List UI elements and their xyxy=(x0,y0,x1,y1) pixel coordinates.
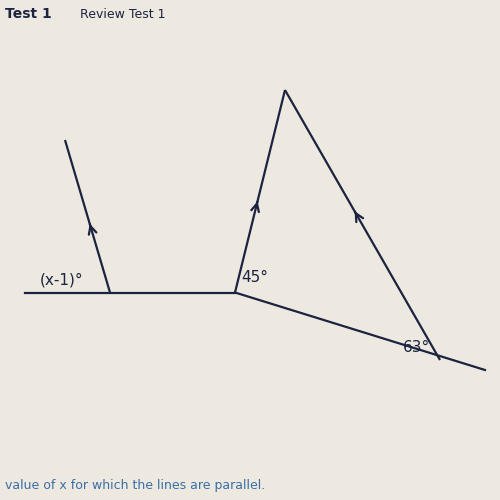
Text: (x-1)°: (x-1)° xyxy=(40,272,84,287)
Text: value of x for which the lines are parallel.: value of x for which the lines are paral… xyxy=(5,480,265,492)
Text: Review Test 1: Review Test 1 xyxy=(80,8,166,20)
Text: 63°: 63° xyxy=(402,340,430,355)
Text: 45°: 45° xyxy=(241,270,268,285)
Text: Test 1: Test 1 xyxy=(5,8,52,22)
